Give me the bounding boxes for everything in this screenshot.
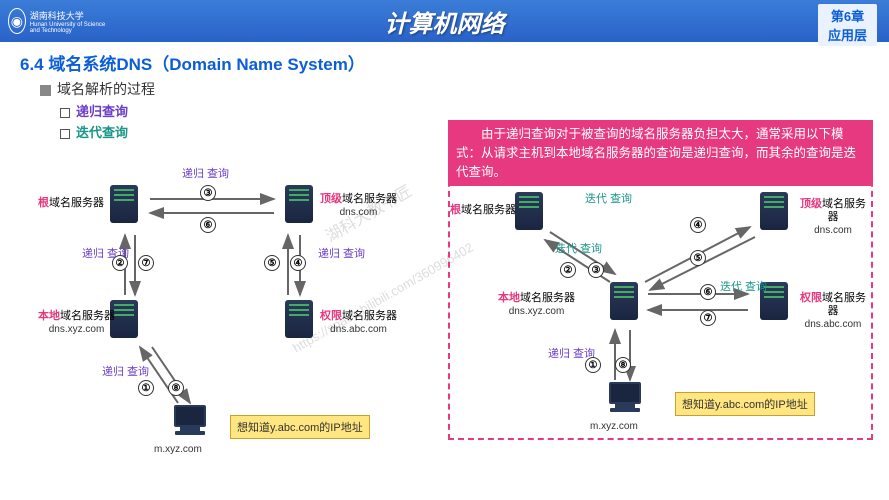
server-label: 权限域名服务器dns.abc.com	[795, 292, 871, 332]
legend-recursive: 递归查询	[60, 101, 889, 120]
query-label: 递归 查询	[182, 167, 229, 181]
server-icon	[105, 185, 143, 229]
server-label: 本地域名服务器dns.xyz.com	[498, 292, 575, 318]
server-label: 根域名服务器	[38, 197, 104, 210]
step-number: ⑦	[700, 310, 716, 326]
step-number: ⑧	[168, 380, 184, 396]
step-number: ②	[560, 262, 576, 278]
note-box: 由于递归查询对于被查询的域名服务器负担太大，通常采用以下模式：从请求主机到本地域…	[448, 120, 873, 186]
step-number: ⑥	[200, 217, 216, 233]
chapter-name: 应用层	[828, 25, 867, 44]
diagram-area: 根域名服务器 顶级域名服务器dns.com 本地域名服务器dns.xyz.com 权限…	[0, 155, 889, 500]
client-icon	[170, 405, 210, 441]
step-number: ①	[138, 380, 154, 396]
section-name: 域名系统DNS（Domain Name System）	[48, 55, 364, 74]
server-icon	[280, 300, 318, 344]
client-label: m.xyz.com	[590, 420, 638, 433]
query-label: 迭代 查询	[585, 192, 632, 206]
step-number: ④	[690, 217, 706, 233]
step-number: ④	[290, 255, 306, 271]
university-name: 湖南科技大学	[30, 9, 108, 22]
server-icon	[755, 192, 793, 236]
section-title: 6.4 域名系统DNS（Domain Name System）	[20, 50, 889, 75]
server-icon	[605, 282, 643, 326]
query-box: 想知道y.abc.com的IP地址	[230, 415, 370, 439]
step-number: ⑤	[690, 250, 706, 266]
subsection-title: 域名解析的过程	[40, 79, 889, 99]
step-number: ③	[200, 185, 216, 201]
step-number: ⑥	[700, 284, 716, 300]
step-number: ①	[585, 357, 601, 373]
step-number: ②	[112, 255, 128, 271]
logo-icon: ◉	[8, 8, 26, 34]
section-num: 6.4	[20, 55, 44, 74]
chapter-num: 第6章	[828, 6, 867, 25]
server-icon	[280, 185, 318, 229]
query-label: 递归 查询	[102, 365, 149, 379]
server-label: 本地域名服务器dns.xyz.com	[38, 310, 115, 336]
query-label: 迭代 查询	[555, 242, 602, 256]
header-bar: ◉ 湖南科技大学Hunan University of Science and …	[0, 0, 889, 42]
university-logo: ◉ 湖南科技大学Hunan University of Science and …	[8, 6, 108, 36]
step-number: ⑤	[264, 255, 280, 271]
server-label: 顶级域名服务器dns.com	[320, 193, 397, 219]
query-label: 递归 查询	[318, 247, 365, 261]
server-label: 权限域名服务器dns.abc.com	[320, 310, 397, 336]
chapter-badge: 第6章 应用层	[818, 4, 877, 46]
right-diagram: 由于递归查询对于被查询的域名服务器负担太大，通常采用以下模式：从请求主机到本地域…	[448, 120, 873, 440]
server-label: 根域名服务器	[450, 204, 516, 217]
step-number: ⑦	[138, 255, 154, 271]
step-number: ⑧	[615, 357, 631, 373]
client-icon	[605, 382, 645, 418]
step-number: ③	[588, 262, 604, 278]
client-label: m.xyz.com	[154, 443, 202, 456]
query-box: 想知道y.abc.com的IP地址	[675, 392, 815, 416]
left-diagram: 根域名服务器 顶级域名服务器dns.com 本地域名服务器dns.xyz.com 权限…	[20, 155, 430, 445]
query-label: 迭代 查询	[720, 280, 767, 294]
page-title: 计算机网络	[385, 4, 505, 39]
server-label: 顶级域名服务器dns.com	[795, 198, 871, 238]
